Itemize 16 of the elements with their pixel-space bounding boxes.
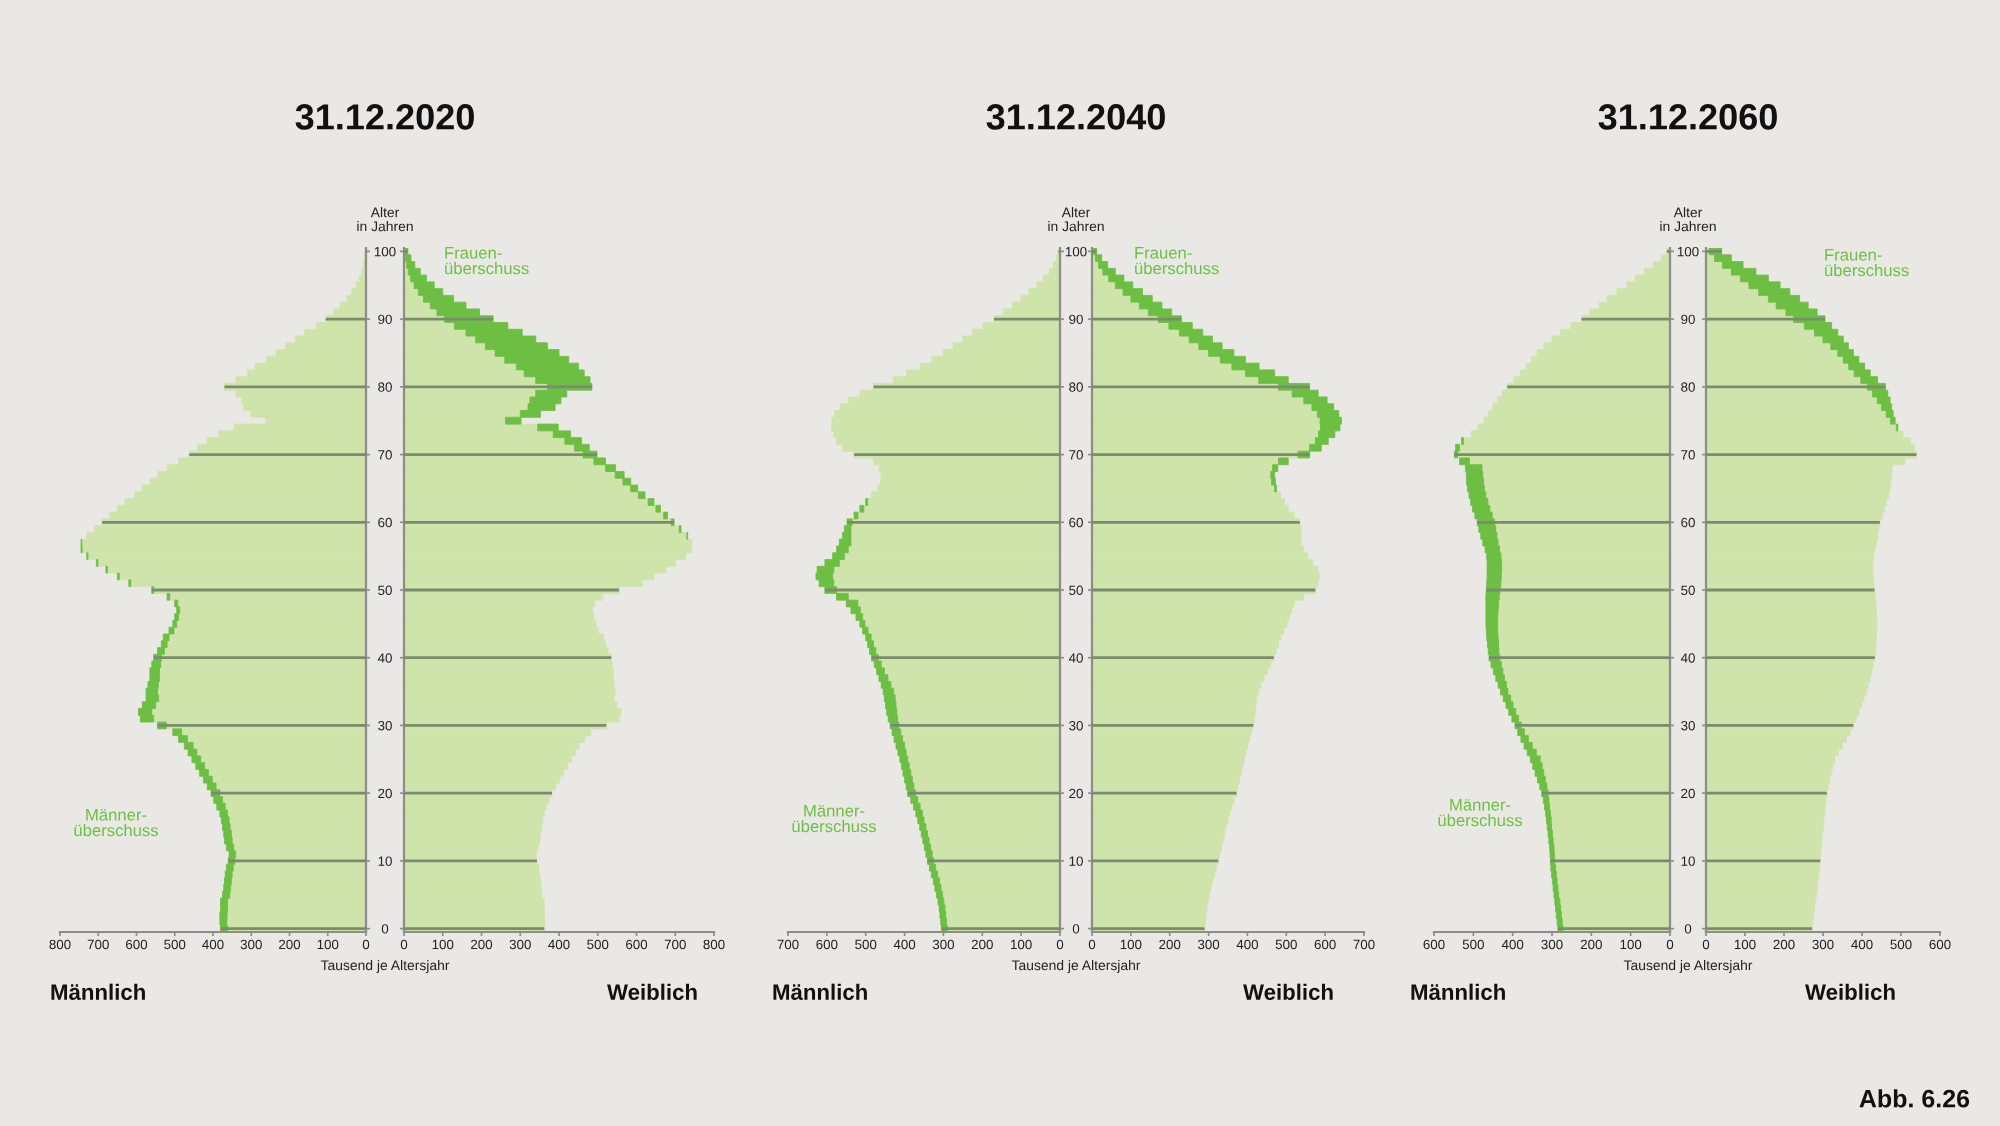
chart-title: 31.12.2040 — [986, 104, 1165, 130]
text: Weiblich — [607, 983, 697, 1000]
text: Männlich — [51, 983, 145, 1000]
series-label: Frauen- überschuss — [1825, 249, 1909, 277]
text: Weiblich — [1805, 983, 1895, 1000]
text: Männlich — [773, 983, 867, 1000]
series-label: Frauen- überschuss — [1135, 247, 1219, 275]
text: Weiblich — [1243, 983, 1333, 1000]
chart-title: 31.12.2060 — [1598, 104, 1777, 130]
text: Männlich — [1411, 983, 1505, 1000]
series-label: Frauen- überschuss — [445, 247, 529, 275]
series-label: Männer- überschuss — [1438, 799, 1523, 827]
caption: Abb. 6.26 — [1859, 1089, 1970, 1108]
chart-title: 31.12.2020 — [295, 104, 474, 130]
series-label: Männer- überschuss — [792, 805, 877, 833]
text: Männer- überschuss — [74, 809, 159, 837]
